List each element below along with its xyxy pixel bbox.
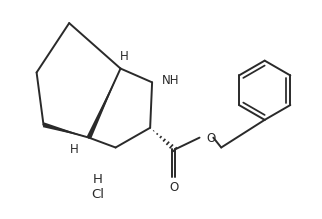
Text: NH: NH xyxy=(162,74,179,87)
Text: H: H xyxy=(93,173,103,186)
Text: O: O xyxy=(169,180,178,194)
Polygon shape xyxy=(43,122,89,138)
Polygon shape xyxy=(87,69,120,139)
Text: Cl: Cl xyxy=(91,188,104,201)
Text: H: H xyxy=(120,50,129,63)
Text: H: H xyxy=(70,143,79,156)
Text: O: O xyxy=(206,132,216,145)
